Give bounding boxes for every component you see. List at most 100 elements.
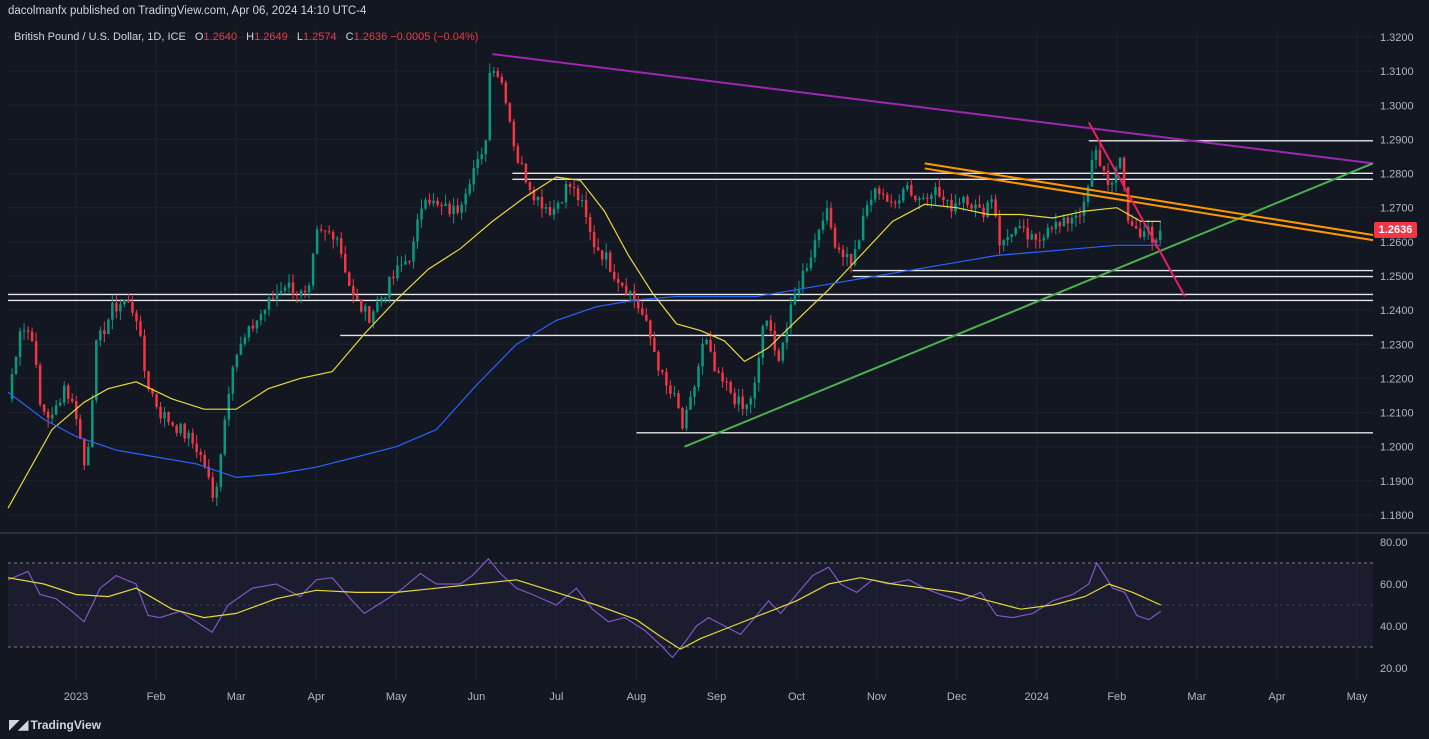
- candle-body: [713, 351, 716, 372]
- candle-body: [608, 252, 612, 272]
- low-value: 1.2574: [302, 31, 337, 43]
- candle-body: [376, 302, 379, 312]
- candle-body: [645, 314, 648, 321]
- horizontal-levels[interactable]: [8, 140, 1373, 434]
- candle-body: [231, 367, 235, 394]
- candle-body: [528, 182, 532, 190]
- candle-body: [30, 331, 34, 342]
- candle-body: [805, 268, 809, 271]
- candle-body: [131, 302, 134, 313]
- candle-body: [107, 319, 110, 335]
- candle-body: [612, 271, 616, 279]
- candle-body: [669, 385, 672, 394]
- candle-body: [211, 477, 214, 498]
- time-tick-label: May: [1347, 691, 1368, 703]
- candle-body: [432, 200, 435, 204]
- candle-body: [861, 215, 865, 241]
- candle-body: [705, 340, 708, 344]
- open-value: 1.2640: [203, 31, 238, 43]
- candle-body: [239, 343, 243, 355]
- candle-body: [496, 71, 500, 77]
- candle-body: [962, 196, 965, 203]
- candle-body: [203, 454, 206, 467]
- candle-body: [484, 140, 487, 155]
- candle-body: [725, 381, 728, 383]
- candle-body: [1130, 221, 1134, 227]
- candle-body: [1126, 186, 1130, 222]
- candle-body: [556, 202, 560, 209]
- rsi-tick-label: 80.00: [1380, 537, 1408, 549]
- candle-body: [167, 412, 170, 423]
- rsi-band-fill: [8, 563, 1373, 647]
- candle-body: [66, 385, 70, 399]
- candle-body: [42, 404, 46, 412]
- candle-body: [1010, 234, 1013, 237]
- candle-body: [10, 374, 14, 400]
- candle-body: [898, 200, 901, 204]
- price-tick-label: 1.2500: [1380, 271, 1414, 283]
- candle-body: [227, 393, 231, 420]
- price-tick-label: 1.2800: [1380, 169, 1414, 181]
- low-label: L: [296, 31, 303, 43]
- price-axis[interactable]: 1.3200 1.3100 1.3000 1.2900 1.2800 1.2700 1.26…: [1380, 32, 1414, 675]
- candle-body: [793, 293, 797, 305]
- candle-body: [986, 202, 989, 217]
- candle-body: [918, 198, 921, 201]
- descending-resistance-trendline[interactable]: [492, 53, 1374, 165]
- ma-50-line: [7, 176, 1161, 509]
- candle-body: [119, 304, 122, 312]
- candle-body: [1062, 217, 1066, 227]
- publisher-credit: dacolmanfx published on TradingView.com,…: [8, 5, 367, 17]
- candle-body: [588, 216, 592, 232]
- candle-body: [637, 300, 640, 309]
- candle-body: [420, 208, 423, 220]
- candle-body: [75, 401, 78, 420]
- candle-body: [58, 402, 62, 406]
- candle-body: [83, 438, 86, 466]
- candle-body: [14, 356, 18, 375]
- trendlines[interactable]: [492, 53, 1374, 448]
- ascending-support-trendline[interactable]: [684, 162, 1374, 448]
- candle-body: [592, 231, 596, 248]
- candle-body: [1094, 150, 1098, 160]
- candle-body: [151, 389, 154, 394]
- candle-body: [910, 185, 913, 196]
- candle-body: [970, 204, 973, 209]
- candle-body: [1090, 159, 1094, 187]
- price-tick-label: 1.3000: [1380, 100, 1414, 112]
- candle-body: [701, 343, 704, 367]
- candle-body: [1054, 221, 1058, 229]
- candle-body: [600, 250, 604, 260]
- candle-body: [207, 466, 210, 478]
- candle-body: [785, 328, 789, 343]
- candle-body: [372, 311, 375, 323]
- candle-body: [1046, 227, 1050, 238]
- candle-body: [926, 197, 929, 200]
- candle-body: [604, 252, 608, 260]
- price-tick-label: 1.2700: [1380, 203, 1414, 215]
- pink-downtrend-trendline[interactable]: [1087, 121, 1186, 297]
- candle-body: [424, 199, 427, 209]
- open-label: O: [194, 31, 204, 43]
- channel-lower-trendline[interactable]: [924, 167, 1374, 242]
- candle-body: [111, 302, 114, 320]
- candle-body: [584, 200, 588, 217]
- candle-body: [757, 357, 760, 383]
- candle-body: [906, 185, 909, 190]
- candle-body: [1070, 217, 1074, 224]
- price-tick-label: 1.1900: [1380, 476, 1414, 488]
- tradingview-logo[interactable]: ◤◢ TradingView: [9, 716, 101, 733]
- candle-body: [568, 183, 572, 187]
- candle-body: [50, 414, 54, 419]
- time-axis[interactable]: 2023 Feb Mar Apr May Jun Jul Aug Sep Oct Nov Dec 202…: [64, 691, 1368, 703]
- candle-body: [693, 387, 696, 397]
- candle-body: [665, 372, 668, 386]
- channel-upper-trendline[interactable]: [924, 162, 1374, 237]
- candle-body: [1026, 227, 1029, 240]
- candle-body: [307, 285, 311, 293]
- candle-body: [681, 407, 684, 429]
- candle-body: [942, 196, 945, 201]
- candle-body: [267, 298, 271, 310]
- candle-body: [536, 196, 540, 201]
